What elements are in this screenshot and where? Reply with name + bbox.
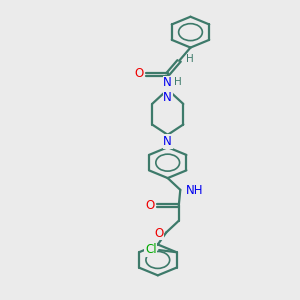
Text: N: N: [163, 76, 172, 89]
Text: N: N: [163, 135, 172, 148]
Text: O: O: [154, 227, 164, 240]
Text: Cl: Cl: [145, 243, 157, 256]
Text: H: H: [186, 54, 194, 64]
Text: O: O: [146, 199, 155, 212]
Text: H: H: [174, 77, 182, 87]
Text: NH: NH: [186, 184, 203, 197]
Text: N: N: [163, 91, 172, 104]
Text: O: O: [134, 68, 144, 80]
